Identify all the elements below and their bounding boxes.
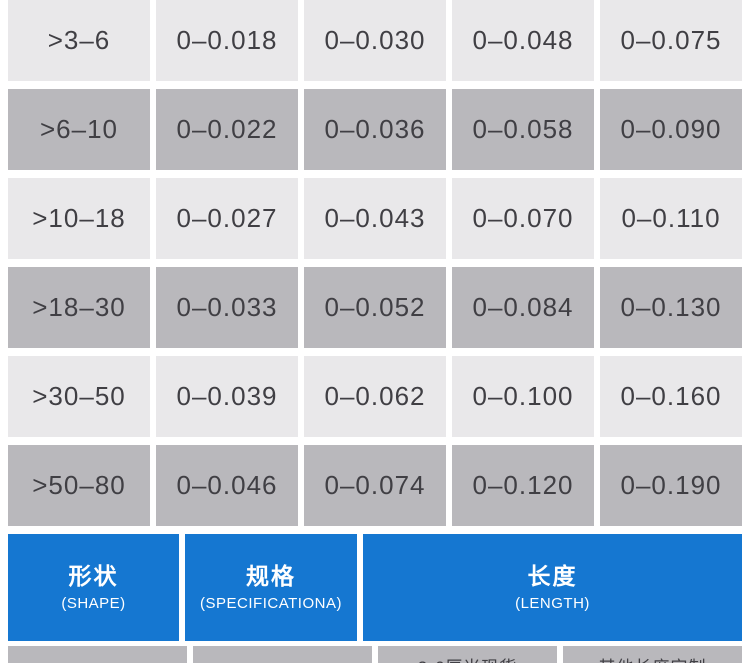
header-length-zh: 长度	[527, 562, 578, 589]
clipped-cell: 3-6厘米现货	[378, 646, 557, 663]
header-cell-specification: 规格 (SPECIFICATIONA)	[185, 534, 357, 641]
tolerance-cell: 0–0.027	[156, 178, 298, 259]
tolerance-cell: 0–0.039	[156, 356, 298, 437]
header-cell-length: 长度 (LENGTH)	[363, 534, 742, 641]
tolerance-cell: 0–0.018	[156, 0, 298, 81]
header-length-en: (LENGTH)	[515, 594, 590, 612]
header-specification-en: (SPECIFICATIONA)	[200, 594, 342, 612]
clipped-cell	[193, 646, 372, 663]
tolerance-cell: 0–0.190	[600, 445, 742, 526]
tolerance-cell: 0–0.048	[452, 0, 594, 81]
tolerance-cell: 0–0.022	[156, 89, 298, 170]
tolerance-cell: 0–0.030	[304, 0, 446, 81]
tolerance-cell: 0–0.160	[600, 356, 742, 437]
tolerance-cell: 0–0.110	[600, 178, 742, 259]
tolerance-cell: 0–0.052	[304, 267, 446, 348]
tolerance-cell: 0–0.074	[304, 445, 446, 526]
tolerance-cell: 0–0.100	[452, 356, 594, 437]
tolerance-cell: 0–0.036	[304, 89, 446, 170]
header-cell-shape: 形状 (SHAPE)	[8, 534, 179, 641]
tolerance-cell: 0–0.130	[600, 267, 742, 348]
diameter-range-cell: >18–30	[8, 267, 150, 348]
clipped-cell	[8, 646, 187, 663]
table-row: >3–6 0–0.018 0–0.030 0–0.048 0–0.075	[8, 0, 742, 81]
tolerance-cell: 0–0.058	[452, 89, 594, 170]
table-row: >6–10 0–0.022 0–0.036 0–0.058 0–0.090	[8, 89, 742, 170]
table-row: >18–30 0–0.033 0–0.052 0–0.084 0–0.130	[8, 267, 742, 348]
header-shape-en: (SHAPE)	[61, 594, 126, 612]
table-row: >10–18 0–0.027 0–0.043 0–0.070 0–0.110	[8, 178, 742, 259]
tolerance-cell: 0–0.046	[156, 445, 298, 526]
tolerance-cell: 0–0.090	[600, 89, 742, 170]
tolerance-cell: 0–0.043	[304, 178, 446, 259]
tolerance-cell: 0–0.033	[156, 267, 298, 348]
tolerance-cell: 0–0.120	[452, 445, 594, 526]
diameter-range-cell: >10–18	[8, 178, 150, 259]
diameter-range-cell: >30–50	[8, 356, 150, 437]
table-row: >50–80 0–0.046 0–0.074 0–0.120 0–0.190	[8, 445, 742, 526]
tolerance-cell: 0–0.062	[304, 356, 446, 437]
header-shape-zh: 形状	[68, 562, 119, 589]
clipped-cell: 其他长度定制	[563, 646, 742, 663]
spec-table-header: 形状 (SHAPE) 规格 (SPECIFICATIONA) 长度 (LENGT…	[8, 534, 742, 641]
tolerance-cell: 0–0.070	[452, 178, 594, 259]
diameter-range-cell: >50–80	[8, 445, 150, 526]
diameter-range-cell: >3–6	[8, 0, 150, 81]
clipped-table-row: 3-6厘米现货 其他长度定制	[8, 646, 742, 663]
tolerance-table: >3–6 0–0.018 0–0.030 0–0.048 0–0.075 >6–…	[8, 0, 742, 526]
table-row: >30–50 0–0.039 0–0.062 0–0.100 0–0.160	[8, 356, 742, 437]
tolerance-cell: 0–0.084	[452, 267, 594, 348]
tolerance-cell: 0–0.075	[600, 0, 742, 81]
diameter-range-cell: >6–10	[8, 89, 150, 170]
header-specification-zh: 规格	[246, 562, 296, 589]
